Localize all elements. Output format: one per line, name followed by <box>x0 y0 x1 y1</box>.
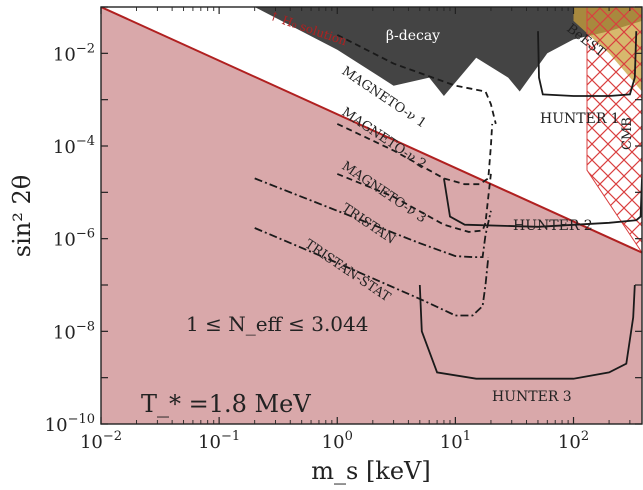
hunter2-label: HUNTER 2 <box>513 218 593 234</box>
hunter3-label: HUNTER 3 <box>492 389 572 405</box>
beta-decay-label: β-decay <box>386 28 440 44</box>
series-hunter-1 <box>537 31 638 97</box>
series-tristan <box>254 177 492 258</box>
plot-frame <box>100 6 643 425</box>
x-tick-label-2: 100 <box>322 429 353 453</box>
region-neff <box>101 7 642 424</box>
series-lines <box>254 31 642 380</box>
y-axis-label: sin² 2θ <box>8 175 36 257</box>
region-beta-decay <box>254 7 642 96</box>
cmb-label: CMB <box>620 117 635 150</box>
x-axis-label: m_s [keV] <box>311 457 431 485</box>
series-hunter-2 <box>443 178 642 228</box>
series-tristan-stat <box>254 227 490 317</box>
x-tick-label-1: 10−1 <box>198 429 240 453</box>
y-tick-label-1: 10−4 <box>53 134 95 158</box>
x-tick-label-0: 10−2 <box>80 429 122 453</box>
h0-solution-line <box>101 7 642 254</box>
series-hunter-3 <box>418 284 636 380</box>
axis-ticks: 10−2 10−1 100 101 102 10−2 10−4 10−6 10−8 10−10 <box>45 6 642 453</box>
y-tick-label-4: 10−10 <box>45 412 95 436</box>
y-tick-label-2: 10−6 <box>53 227 95 251</box>
tstar-label: T_* =1.8 MeV <box>141 390 311 418</box>
series-magneto-3 <box>336 173 492 233</box>
x-tick-label-4: 102 <box>558 429 589 453</box>
series-magneto-1 <box>336 34 497 125</box>
series-magneto-2 <box>336 123 494 186</box>
x-tick-label-3: 101 <box>440 429 471 453</box>
y-tick-label-0: 10−2 <box>53 41 95 65</box>
hunter1-label: HUNTER 1 <box>540 111 620 127</box>
neff-label: 1 ≤ N_eff ≤ 3.044 <box>186 312 368 336</box>
exclusion-regions <box>101 7 642 424</box>
region-cmb <box>586 7 642 254</box>
y-tick-label-3: 10−8 <box>53 319 95 343</box>
